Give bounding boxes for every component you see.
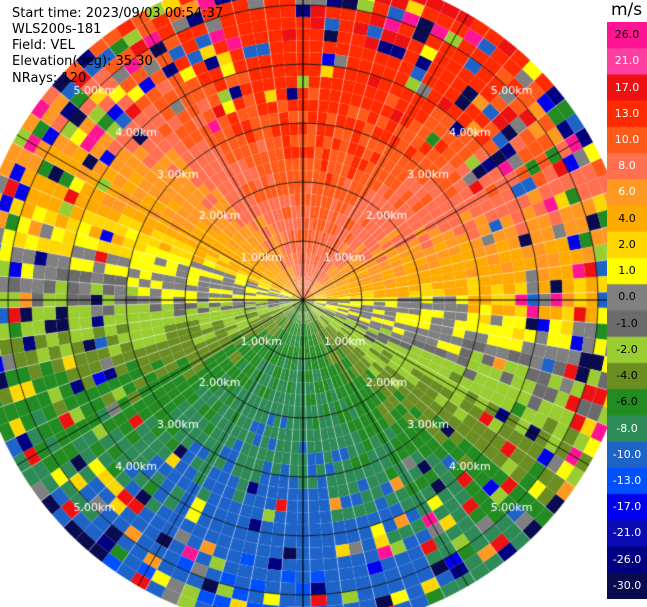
colorbar-tick: -4.0 [616,369,638,383]
colorbar-unit: m/s [611,0,643,20]
colorbar-tick: 10.0 [614,133,640,147]
colorbar-tick: 8.0 [618,159,636,173]
start-time-label: Start time: 2023/09/03 00:54:37 [12,6,224,21]
colorbar-tick: -6.0 [616,395,638,409]
colorbar-tick: -2.0 [616,342,638,356]
colorbar-tick: -1.0 [616,316,638,330]
colorbar-tick: -13.0 [612,473,642,487]
colorbar-tick: 26.0 [614,28,640,42]
colorbar-tick: -26.0 [612,552,642,566]
colorbar-tick: 13.0 [614,106,640,120]
field-label: Field: VEL [12,38,75,53]
colorbar-tick: 6.0 [618,185,636,199]
colorbar-tick: 0.0 [618,290,636,304]
instrument-label: WLS200s-181 [12,22,102,37]
nrays-label: NRays: 120 [12,71,87,86]
colorbar-tick: 4.0 [618,211,636,225]
elevation-label: Elevation(deg): 35.30 [12,54,153,69]
colorbar-tick: -21.0 [612,526,642,540]
colorbar-tick: -10.0 [612,447,642,461]
colorbar-tick: 2.0 [618,237,636,251]
colorbar-tick: 1.0 [618,264,636,278]
colorbar [607,22,647,599]
colorbar-tick: -30.0 [612,578,642,592]
colorbar-tick: -17.0 [612,500,642,514]
colorbar-tick: -8.0 [616,421,638,435]
colorbar-tick: 21.0 [614,54,640,68]
colorbar-tick: 17.0 [614,80,640,94]
